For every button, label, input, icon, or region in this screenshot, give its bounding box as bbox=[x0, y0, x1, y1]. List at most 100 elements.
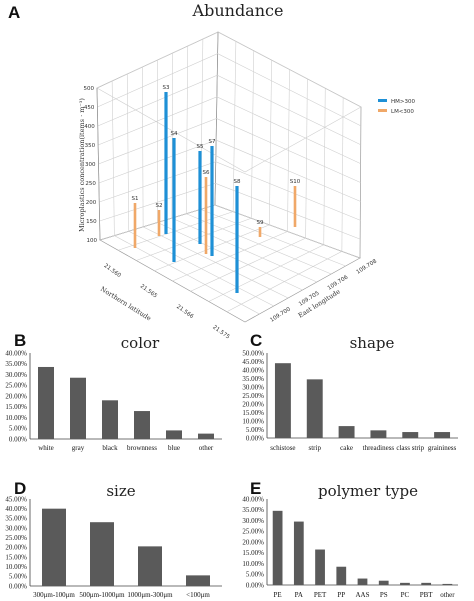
category-label: PET bbox=[314, 591, 327, 599]
y-tick-label: 40.00% bbox=[242, 366, 264, 374]
floor-gridline bbox=[208, 244, 324, 302]
floor-gridline bbox=[190, 237, 306, 292]
y-tick-label: 40.00% bbox=[242, 495, 264, 503]
floor-gridline bbox=[171, 217, 317, 283]
station-label: S5 bbox=[197, 144, 204, 150]
category-label: other bbox=[440, 591, 455, 599]
x-tick-label: 21.565 bbox=[139, 284, 159, 300]
station-bar bbox=[164, 92, 168, 234]
z-tick-label: 150 bbox=[86, 219, 97, 225]
y-tick-label: 109.708 bbox=[356, 258, 379, 275]
y-tick-label: 30.00% bbox=[242, 383, 264, 391]
floor-gridline bbox=[200, 209, 346, 267]
legend-label: HM>300 bbox=[391, 99, 415, 105]
station-label: S8 bbox=[234, 179, 241, 185]
station-label: S7 bbox=[209, 139, 216, 145]
category-label: <100μm bbox=[186, 591, 210, 599]
y-tick-label: 0.00% bbox=[246, 434, 264, 442]
category-label: black bbox=[102, 444, 118, 452]
y-tick-label: 5.00% bbox=[9, 573, 27, 581]
panel-a-abundance-3d-chart: A Abundance 100 150 200 250 300 350 400 450 500 Mic… bbox=[8, 1, 415, 341]
y-tick-label: 35.00% bbox=[5, 515, 27, 523]
y-tick-label: 5.00% bbox=[246, 426, 264, 434]
station-bar bbox=[198, 151, 202, 244]
y-tick-label: 5.00% bbox=[9, 425, 27, 433]
station-bar bbox=[157, 210, 161, 236]
category-label: white bbox=[38, 444, 54, 452]
y-tick-label: 30.00% bbox=[5, 371, 27, 379]
z-tick-label: 400 bbox=[84, 124, 95, 130]
category-label: graininess bbox=[428, 444, 457, 452]
station-bar bbox=[210, 146, 214, 256]
category-label: blue bbox=[168, 444, 180, 452]
station-bar bbox=[172, 138, 176, 262]
y-tick-label: 40.00% bbox=[5, 505, 27, 513]
z-gridline bbox=[98, 96, 361, 164]
station-bar bbox=[293, 186, 297, 227]
y-tick-label: 45.00% bbox=[242, 358, 264, 366]
wall-gridline bbox=[185, 45, 189, 214]
y-tick-label: 25.00% bbox=[242, 528, 264, 536]
category-label: class strip bbox=[396, 444, 424, 452]
z-gridline bbox=[97, 74, 361, 146]
top-edge bbox=[96, 87, 362, 173]
station-label: S1 bbox=[132, 196, 139, 202]
category-label: 300μm-100μm bbox=[33, 591, 75, 599]
bar bbox=[421, 582, 432, 585]
bar bbox=[102, 400, 118, 439]
y-tick-label: 20.00% bbox=[5, 544, 27, 552]
y-tick-label: 0.00% bbox=[246, 581, 264, 589]
y-tick-label: 30.00% bbox=[242, 517, 264, 525]
category-label: schistose bbox=[270, 444, 295, 452]
y-tick-label: 40.00% bbox=[5, 349, 27, 357]
y-tick-label: 35.00% bbox=[242, 375, 264, 383]
wall-gridline bbox=[287, 69, 290, 232]
z-gridline bbox=[98, 118, 361, 183]
y-tick-label: 25.00% bbox=[5, 534, 27, 542]
bar bbox=[442, 583, 453, 585]
z-tick-label: 450 bbox=[84, 105, 95, 111]
chart-title: shape bbox=[350, 334, 395, 352]
y-tick-label: 5.00% bbox=[246, 571, 264, 579]
y-tick-label: 15.00% bbox=[242, 549, 264, 557]
y-tick-label: 25.00% bbox=[242, 392, 264, 400]
wall-gridline bbox=[171, 52, 173, 219]
z-tick-label: 200 bbox=[86, 200, 97, 206]
station-label: S9 bbox=[257, 220, 264, 226]
category-label: 1000μm-300μm bbox=[127, 591, 173, 599]
category-label: PE bbox=[274, 591, 282, 599]
z-tick-label: 500 bbox=[84, 86, 95, 92]
bar bbox=[370, 430, 387, 438]
y-tick-label: 20.00% bbox=[242, 400, 264, 408]
bar bbox=[90, 522, 114, 586]
panel-letter: D bbox=[14, 479, 26, 498]
chart-title: size bbox=[106, 482, 135, 500]
y-tick-label: 25.00% bbox=[5, 382, 27, 390]
vertical-edge bbox=[96, 87, 101, 241]
category-label: PA bbox=[295, 591, 303, 599]
station-bar bbox=[204, 177, 208, 254]
panel-letter: E bbox=[250, 479, 261, 498]
category-label: threadiness bbox=[363, 444, 395, 452]
x-tick-label: 21.566 bbox=[175, 304, 195, 320]
category-label: gray bbox=[72, 444, 85, 452]
legend-swatch bbox=[378, 109, 387, 112]
legend-label: LM<300 bbox=[391, 109, 414, 115]
z-gridline bbox=[97, 53, 362, 127]
y-tick-label: 15.00% bbox=[242, 409, 264, 417]
station-bar bbox=[133, 203, 137, 248]
wall-gridline bbox=[305, 78, 308, 239]
category-label: strip bbox=[309, 444, 322, 452]
bar bbox=[357, 578, 368, 585]
category-label: brownness bbox=[127, 444, 157, 452]
y-tick-label: 15.00% bbox=[5, 553, 27, 561]
panel-letter: C bbox=[250, 331, 262, 350]
wall-gridline bbox=[232, 41, 237, 212]
bar bbox=[293, 521, 304, 585]
category-label: PP bbox=[337, 591, 345, 599]
z-tick-label: 250 bbox=[85, 181, 96, 187]
